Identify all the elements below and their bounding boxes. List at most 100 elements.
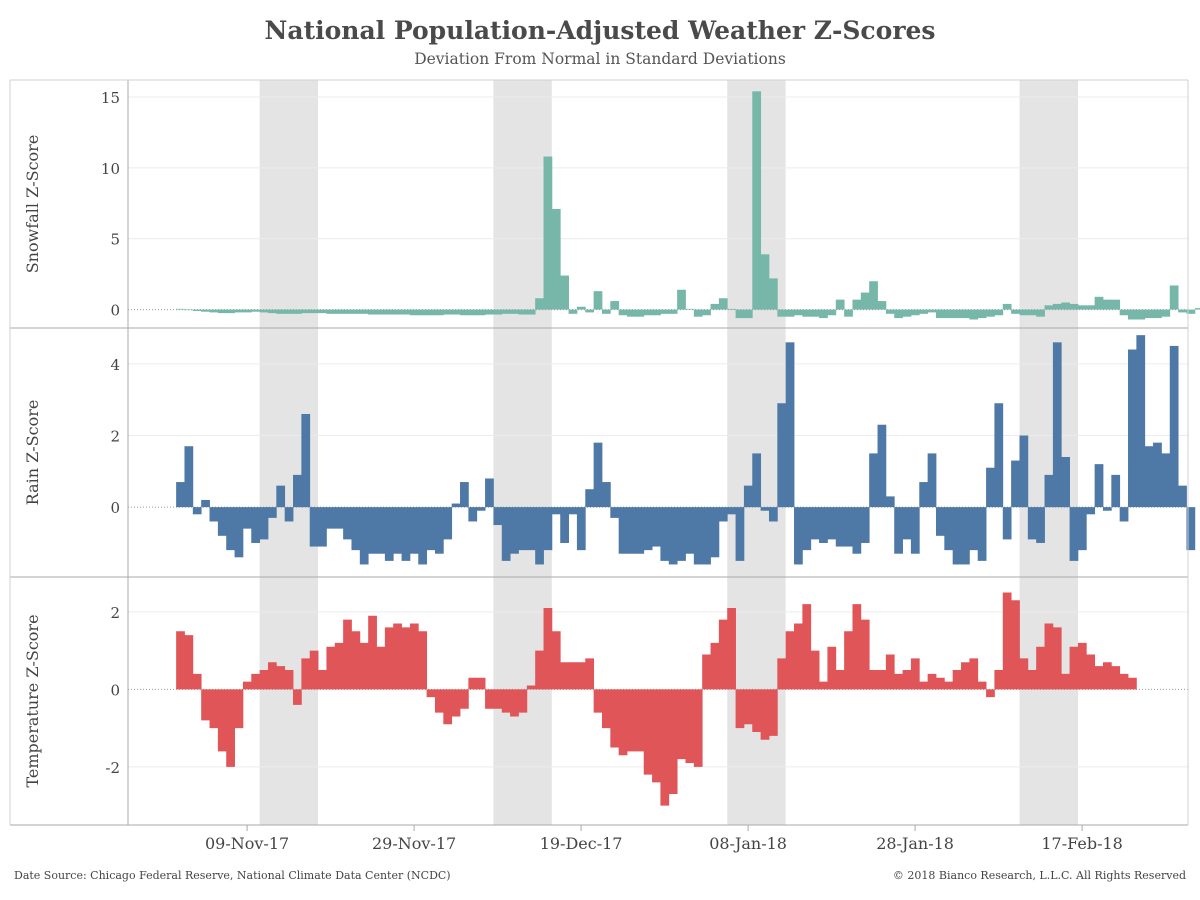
bar xyxy=(819,309,828,319)
bar xyxy=(326,507,336,529)
bar xyxy=(735,689,745,729)
bar xyxy=(1044,623,1054,690)
bar xyxy=(543,156,553,310)
bar xyxy=(568,309,578,314)
bar xyxy=(1169,345,1179,508)
bar xyxy=(610,507,620,518)
bar xyxy=(961,309,970,319)
bar xyxy=(743,309,753,319)
bar xyxy=(476,507,486,511)
bar xyxy=(693,689,703,767)
bar xyxy=(1061,456,1070,508)
bar xyxy=(927,453,937,508)
bar xyxy=(576,507,586,551)
bar xyxy=(1077,642,1087,690)
bar xyxy=(1128,349,1137,508)
bar xyxy=(560,507,569,543)
bar xyxy=(267,507,277,518)
bar xyxy=(977,507,987,561)
bar xyxy=(284,309,294,314)
bar xyxy=(501,309,511,314)
bar xyxy=(485,309,494,315)
bar xyxy=(276,666,286,690)
bar xyxy=(393,309,402,315)
bar xyxy=(752,91,762,310)
bar xyxy=(618,507,628,554)
bar xyxy=(476,677,486,690)
bar xyxy=(226,689,235,767)
bar xyxy=(318,309,327,314)
bar xyxy=(685,507,695,554)
bar xyxy=(192,309,202,311)
bar xyxy=(217,689,227,752)
bar xyxy=(961,507,970,565)
bar xyxy=(860,619,870,690)
bar xyxy=(1069,646,1079,690)
bar xyxy=(844,631,853,690)
bar xyxy=(660,309,670,314)
x-tick-label: 09-Nov-17 xyxy=(205,834,289,853)
bar xyxy=(1169,285,1179,310)
bar xyxy=(1052,627,1062,690)
bar xyxy=(535,507,544,565)
bar xyxy=(827,646,837,690)
bar xyxy=(819,681,828,690)
bar xyxy=(969,507,979,551)
bar xyxy=(935,507,945,536)
bar xyxy=(1011,460,1020,508)
bar xyxy=(927,309,937,313)
bar xyxy=(593,442,603,508)
bar xyxy=(518,507,528,551)
bar xyxy=(1161,453,1171,508)
bar xyxy=(593,291,603,310)
bar xyxy=(952,507,962,565)
bar xyxy=(643,507,653,551)
bar xyxy=(1111,666,1121,690)
bar xyxy=(1036,646,1045,690)
bar xyxy=(1061,302,1070,310)
bar xyxy=(760,254,770,310)
y-axis-label: Snowfall Z-Score xyxy=(23,135,42,274)
bar xyxy=(961,662,970,690)
bar xyxy=(259,309,269,313)
bar xyxy=(1019,658,1029,690)
bar xyxy=(309,650,319,690)
bar xyxy=(844,507,853,547)
bar xyxy=(359,507,369,565)
bar xyxy=(393,507,402,554)
bar xyxy=(610,689,620,748)
bar xyxy=(276,485,286,508)
bar xyxy=(794,623,803,690)
bar xyxy=(1094,464,1104,508)
bar xyxy=(293,309,302,314)
bar xyxy=(885,654,895,690)
bar xyxy=(1011,309,1020,314)
bar xyxy=(986,309,995,317)
bar xyxy=(860,292,870,310)
bar xyxy=(986,689,995,698)
bar xyxy=(551,208,561,310)
bar xyxy=(468,507,478,522)
bar xyxy=(844,309,853,317)
bar xyxy=(585,658,595,690)
bar xyxy=(994,309,1004,316)
bar xyxy=(1086,305,1096,310)
bar xyxy=(777,309,787,317)
bar xyxy=(627,309,636,317)
bar xyxy=(652,689,661,783)
bar xyxy=(944,309,954,319)
bar xyxy=(418,309,428,316)
shaded-band-4 xyxy=(1019,80,1078,825)
bar xyxy=(986,467,995,508)
y-tick-label: 10 xyxy=(101,160,120,178)
bar xyxy=(760,689,770,740)
bar xyxy=(902,309,912,317)
bar xyxy=(251,309,261,312)
bar xyxy=(827,507,837,540)
x-tick-label: 19-Dec-17 xyxy=(540,834,623,853)
bar xyxy=(201,689,210,721)
bar xyxy=(610,301,620,310)
bar xyxy=(526,507,536,551)
bar xyxy=(668,309,678,314)
bar xyxy=(309,309,319,314)
